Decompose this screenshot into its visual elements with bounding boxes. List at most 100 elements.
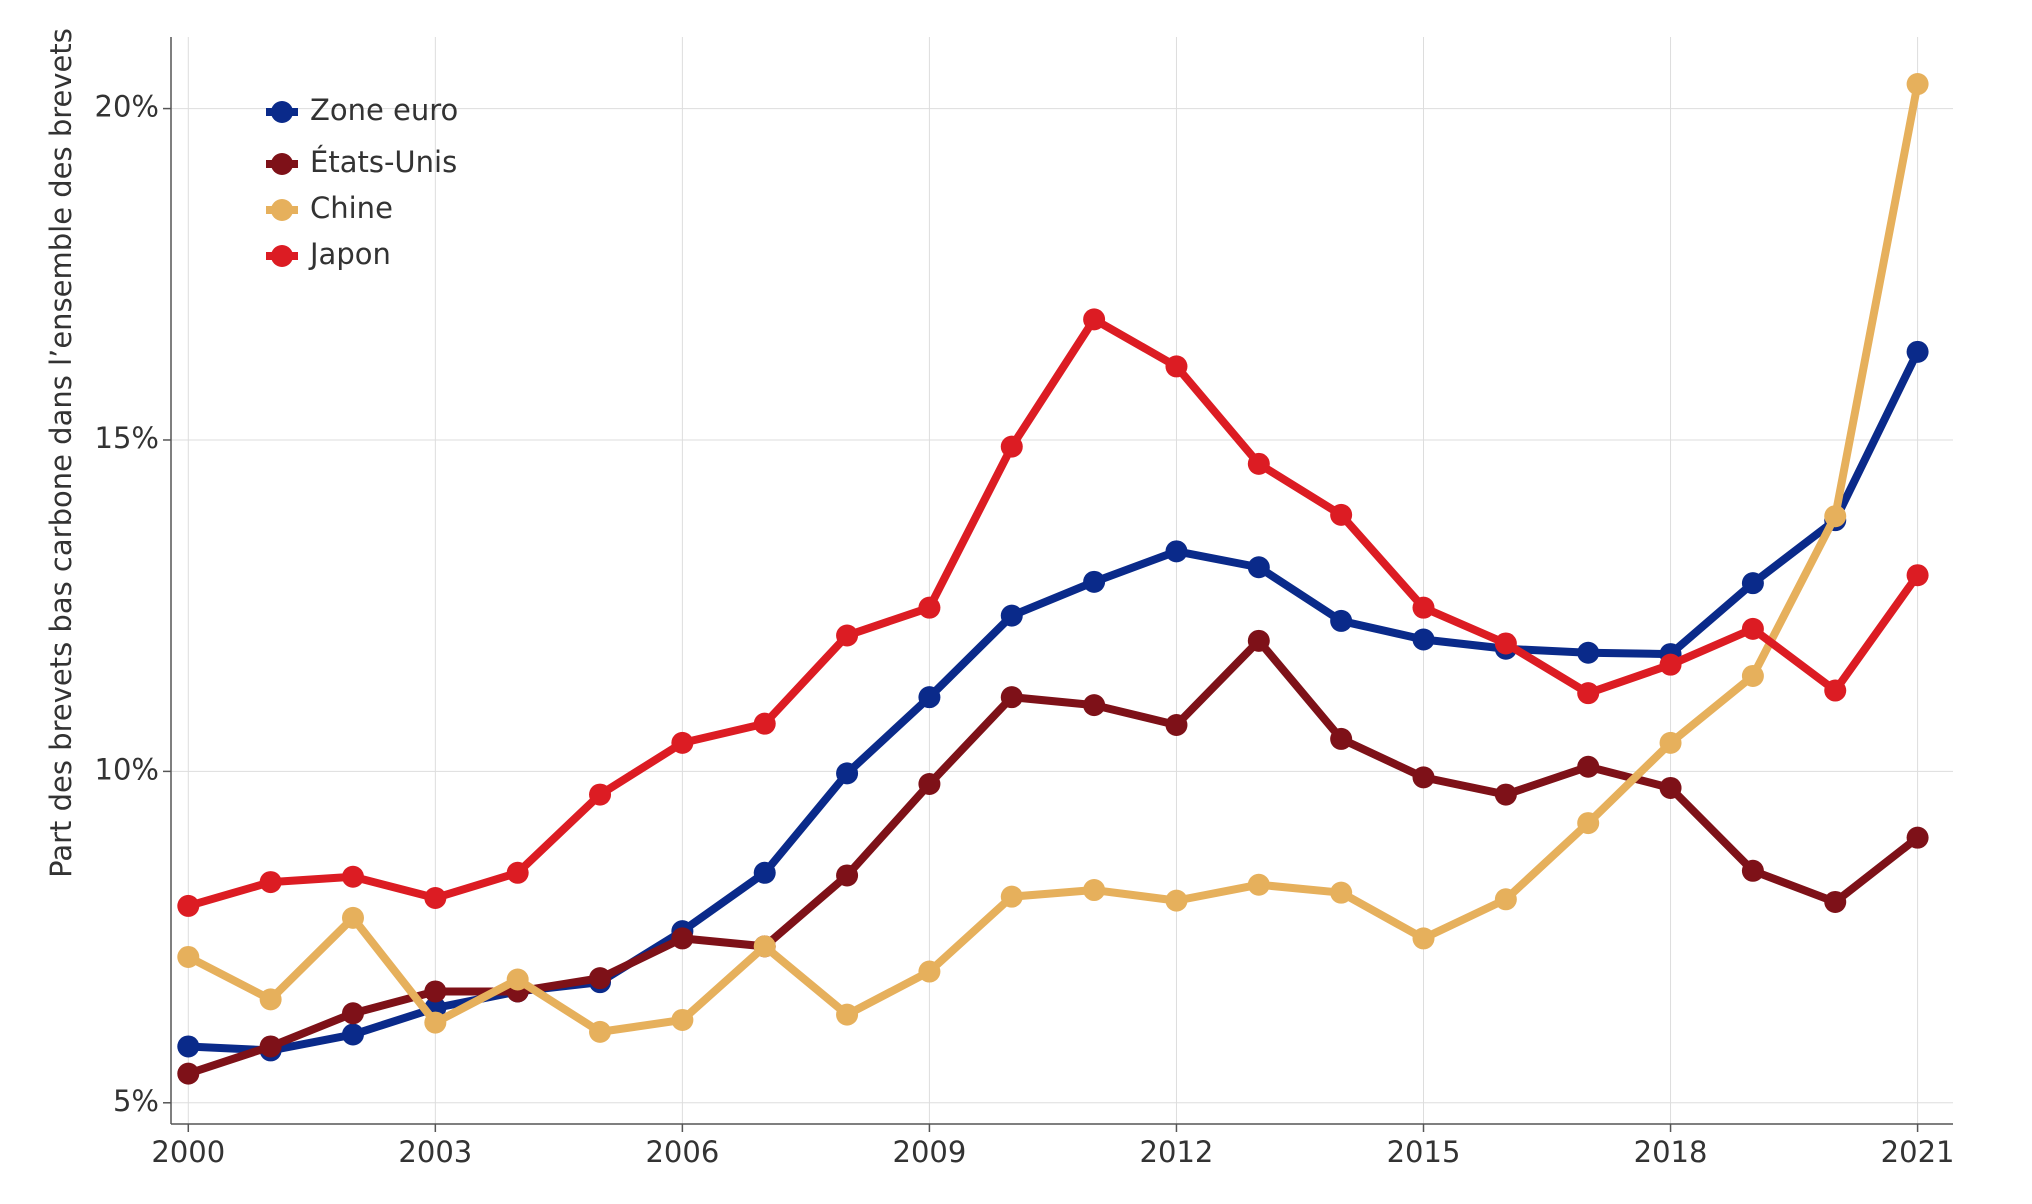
data-point xyxy=(1824,890,1847,913)
legend-label: Japon xyxy=(308,237,391,271)
data-point xyxy=(1083,694,1106,717)
series-line xyxy=(187,315,1921,910)
data-point xyxy=(1247,873,1270,896)
data-point xyxy=(341,865,364,888)
data-point xyxy=(506,968,529,991)
data-point xyxy=(1494,632,1517,655)
data-point xyxy=(671,1008,694,1031)
data-point xyxy=(1906,826,1929,849)
data-point xyxy=(1824,679,1847,702)
data-point xyxy=(1494,888,1517,911)
data-point xyxy=(1000,686,1023,709)
data-point xyxy=(1330,609,1353,632)
data-point xyxy=(259,1035,282,1058)
data-point xyxy=(424,1011,447,1034)
data-point xyxy=(1412,628,1435,651)
data-point xyxy=(1577,812,1600,835)
data-point xyxy=(918,596,941,619)
series-line xyxy=(186,83,1922,1036)
data-point xyxy=(506,861,529,884)
data-point xyxy=(1412,596,1435,619)
data-point xyxy=(1165,355,1188,378)
data-point xyxy=(589,967,612,990)
legend-marker xyxy=(271,199,293,221)
data-point xyxy=(671,927,694,950)
data-point xyxy=(1577,682,1600,705)
data-point xyxy=(341,1023,364,1046)
data-point xyxy=(1906,73,1929,96)
data-point xyxy=(1330,727,1353,750)
data-point xyxy=(918,772,941,795)
data-point xyxy=(1412,927,1435,950)
data-point xyxy=(589,783,612,806)
data-point xyxy=(1741,617,1764,640)
data-point xyxy=(1247,556,1270,579)
x-tick-label: 2003 xyxy=(398,1135,472,1169)
data-point xyxy=(424,886,447,909)
y-tick-label: 5% xyxy=(113,1084,159,1118)
x-tick-label: 2006 xyxy=(645,1135,719,1169)
data-point xyxy=(177,894,200,917)
data-point xyxy=(177,945,200,968)
data-point xyxy=(177,1062,200,1085)
data-point xyxy=(1165,540,1188,563)
data-point xyxy=(589,1020,612,1043)
data-point xyxy=(1412,766,1435,789)
data-point xyxy=(1906,340,1929,363)
legend-label: Chine xyxy=(310,191,393,225)
x-tick-label: 2009 xyxy=(893,1135,967,1169)
x-tick-label: 2018 xyxy=(1634,1135,1708,1169)
data-point xyxy=(1659,776,1682,799)
data-point xyxy=(753,861,776,884)
data-point xyxy=(341,906,364,929)
data-point xyxy=(1906,564,1929,587)
series-line xyxy=(187,636,1921,1078)
x-tick-label: 2021 xyxy=(1881,1135,1955,1169)
data-point xyxy=(1000,885,1023,908)
data-point xyxy=(918,686,941,709)
x-tick-label: 2000 xyxy=(151,1135,225,1169)
data-point xyxy=(836,1003,859,1026)
data-point xyxy=(918,960,941,983)
y-tick-label: 15% xyxy=(95,421,159,455)
data-point xyxy=(177,1035,200,1058)
data-point xyxy=(1494,783,1517,806)
x-tick-label: 2015 xyxy=(1387,1135,1461,1169)
data-point xyxy=(424,980,447,1003)
data-point xyxy=(671,731,694,754)
data-point xyxy=(1083,879,1106,902)
legend-label: États-Unis xyxy=(310,145,457,179)
data-point xyxy=(1000,435,1023,458)
data-point xyxy=(259,871,282,894)
data-point xyxy=(836,624,859,647)
data-point xyxy=(1659,653,1682,676)
data-point xyxy=(1824,505,1847,528)
legend-label: Zone euro xyxy=(310,93,458,127)
data-point xyxy=(1330,503,1353,526)
y-axis-label: Part des brevets bas carbone dans l’ense… xyxy=(44,28,78,878)
data-point xyxy=(1330,881,1353,904)
data-point xyxy=(836,762,859,785)
data-point xyxy=(259,988,282,1011)
legend-marker xyxy=(271,245,293,267)
data-point xyxy=(341,1002,364,1025)
y-tick-label: 20% xyxy=(95,90,159,124)
data-point xyxy=(1247,629,1270,652)
legend-marker xyxy=(271,101,293,123)
data-point xyxy=(753,935,776,958)
data-point xyxy=(1083,570,1106,593)
data-point xyxy=(1165,713,1188,736)
y-tick-label: 10% xyxy=(95,752,159,786)
data-point xyxy=(1577,755,1600,778)
data-point xyxy=(753,712,776,735)
data-point xyxy=(1000,604,1023,627)
data-point xyxy=(1741,572,1764,595)
data-point xyxy=(836,864,859,887)
legend-marker xyxy=(271,153,293,175)
data-point xyxy=(1741,664,1764,687)
data-point xyxy=(1247,452,1270,475)
data-point xyxy=(1165,889,1188,912)
data-point xyxy=(1083,308,1106,331)
data-point xyxy=(1659,731,1682,754)
